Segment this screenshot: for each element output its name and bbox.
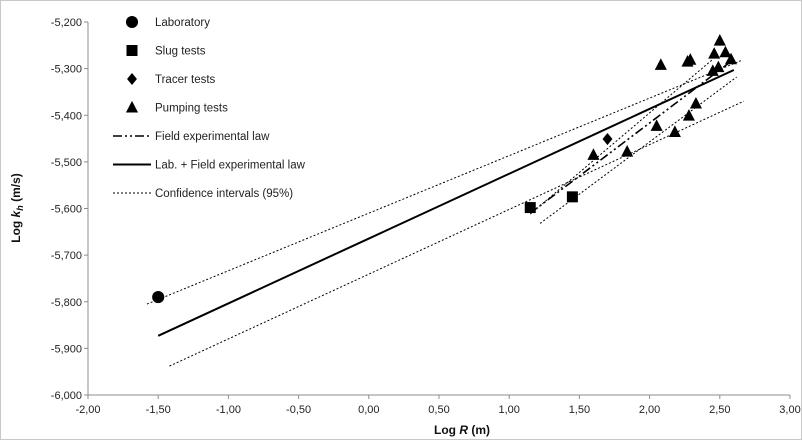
data-point-triangle	[650, 119, 663, 131]
legend-label: Lab. + Field experimental law	[155, 160, 306, 172]
data-point-triangle	[621, 145, 634, 157]
legend-label: Confidence intervals (95%)	[155, 188, 293, 200]
data-point-triangle	[706, 64, 719, 76]
data-point-triangle	[724, 52, 738, 65]
x-ticks: -2,00 -1,50 -1,00 -0,50 0,00 0,50 1,00 1,50 2,00…	[75, 395, 801, 416]
data-point-triangle	[708, 47, 721, 59]
data-point-triangle	[654, 58, 667, 70]
legend-label: Field experimental law	[155, 131, 270, 143]
legend-label: Tracer tests	[155, 74, 216, 86]
x-tick-label: 0,00	[358, 404, 379, 416]
y-tick-label: -5,900	[51, 343, 82, 355]
y-tick-label: -5,500	[51, 157, 82, 169]
y-tick-label: -5,700	[51, 250, 82, 262]
y-tick-label: -5,300	[51, 64, 82, 76]
data-point-square	[566, 191, 578, 203]
x-tick-label: -2,00	[75, 404, 100, 416]
x-tick-label: 3,00	[779, 404, 800, 416]
data-point-triangle	[682, 109, 695, 121]
x-tick-label: 2,00	[639, 404, 660, 416]
y-tick-label: -5,600	[51, 204, 82, 216]
series-lines	[146, 58, 744, 367]
x-axis-title: Log R (m)	[434, 423, 490, 437]
data-point-triangle	[689, 96, 702, 109]
legend: Laboratory Slug tests Tracer tests Pumping …	[113, 15, 306, 200]
series-line	[529, 58, 714, 215]
data-point-triangle	[668, 125, 681, 137]
legend-marker-square	[126, 45, 138, 56]
series-line	[146, 60, 742, 305]
y-tick-label: -5,800	[51, 297, 82, 309]
data-point-triangle	[712, 60, 725, 73]
y-tick-label: -5,200	[51, 17, 82, 29]
data-point-triangle	[719, 45, 732, 58]
data-point-circle	[152, 291, 165, 304]
x-tick-label: 2,50	[709, 404, 730, 416]
data-point-triangle	[684, 53, 697, 65]
series-line	[157, 69, 735, 337]
data-point-square	[524, 202, 536, 214]
x-tick-label: 1,50	[569, 404, 590, 416]
series-line	[529, 58, 735, 214]
x-tick-label: -1,00	[216, 404, 241, 416]
x-tick-label: -1,50	[146, 404, 171, 416]
x-tick-label: 1,00	[498, 404, 519, 416]
legend-marker-diamond	[127, 72, 137, 86]
legend-marker-circle	[125, 15, 139, 29]
data-point-diamond	[602, 132, 613, 146]
legend-label: Laboratory	[155, 17, 210, 29]
series-line	[169, 100, 744, 367]
legend-marker-triangle	[125, 100, 139, 113]
data-point-triangle	[713, 34, 726, 46]
y-axis-title: Log kh (m/s)	[9, 173, 25, 243]
legend-label: Slug tests	[155, 46, 206, 58]
y-tick-label: -6,000	[51, 390, 82, 402]
x-tick-label: -0,50	[286, 404, 311, 416]
legend-label: Pumping tests	[155, 103, 228, 115]
x-tick-label: 0,50	[428, 404, 449, 416]
y-ticks: -6,000 -5,900 -5,800 -5,700 -5,600 -5,500 -5,4…	[51, 17, 88, 402]
data-point-triangle	[587, 148, 600, 160]
y-tick-label: -5,400	[51, 110, 82, 122]
series-points	[152, 34, 738, 304]
